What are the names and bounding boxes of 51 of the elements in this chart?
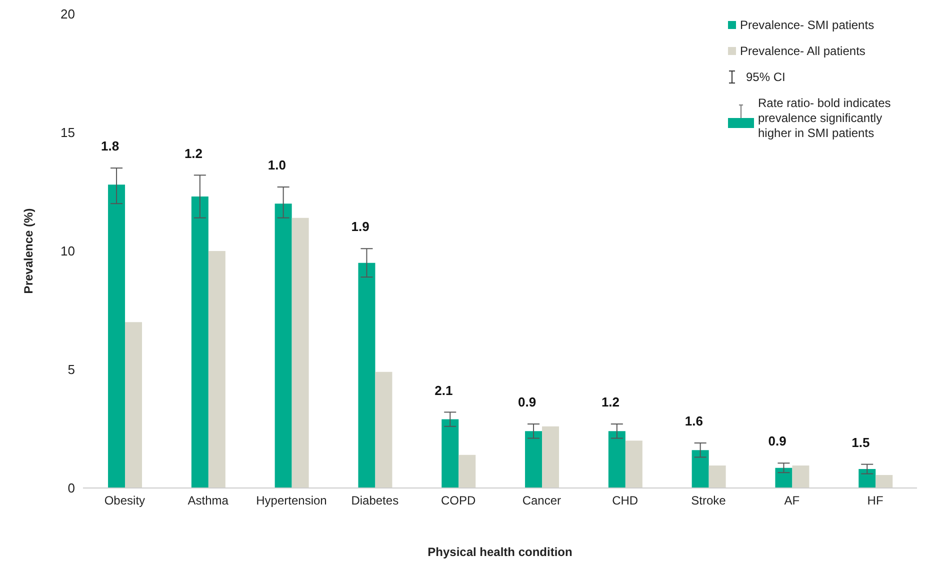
bar [692, 450, 709, 488]
annotation: Rate ratio- bold indicates prevalence significantly higher in SMI patients [758, 96, 892, 141]
annotation: 1.5 [852, 434, 870, 450]
bar [542, 426, 560, 488]
y-tick-label: 5 [68, 362, 75, 378]
x-tick-label: Obesity [104, 494, 146, 508]
bar [708, 465, 726, 488]
bar [458, 454, 476, 488]
bar [608, 431, 626, 488]
x-tick-label: HF [867, 494, 884, 508]
x-tick-label: CHD [612, 494, 638, 508]
x-tick-label: Stroke [691, 494, 726, 508]
bar [108, 184, 126, 488]
y-tick-label: 0 [68, 480, 75, 496]
bar [876, 474, 893, 488]
x-tick-label: Hypertension [256, 494, 327, 508]
y-tick-label: 10 [60, 244, 75, 259]
x-axis-title: Physical health condition [428, 545, 572, 559]
annotation: 2.1 [434, 382, 453, 398]
bar [125, 322, 142, 488]
annotation: 1.8 [101, 138, 120, 154]
x-tick-label: Diabetes [351, 494, 399, 508]
x-tick-label: Cancer [522, 494, 562, 508]
x-tick-label: Asthma [188, 494, 229, 508]
legend-label: Prevalence- SMI patients [740, 18, 874, 32]
bar [191, 196, 208, 488]
bar [525, 431, 542, 488]
bar [792, 465, 810, 488]
y-axis-title: Prevalence (%) [21, 208, 36, 294]
bar [442, 419, 459, 488]
bar [358, 262, 376, 488]
y-tick-label: 15 [60, 125, 75, 140]
annotation: 1.2 [184, 146, 203, 161]
bar [292, 218, 309, 488]
annotation: 95% CI [746, 70, 786, 84]
bar [274, 204, 292, 488]
annotation: 1.0 [268, 158, 286, 173]
x-tick-label: AF [784, 494, 800, 508]
bar [208, 251, 226, 488]
annotation: 1.2 [601, 394, 620, 410]
bar [625, 440, 642, 488]
annotation: 1.9 [351, 219, 370, 234]
bar [375, 372, 392, 488]
bar [775, 468, 792, 488]
annotation: 0.9 [768, 434, 786, 449]
bar [858, 469, 876, 488]
y-tick-label: 20 [60, 6, 75, 22]
annotation: 0.9 [518, 394, 536, 410]
legend-label: Prevalence- All patients [740, 44, 866, 58]
x-tick-label: COPD [440, 494, 476, 508]
annotation: 1.6 [684, 414, 703, 429]
